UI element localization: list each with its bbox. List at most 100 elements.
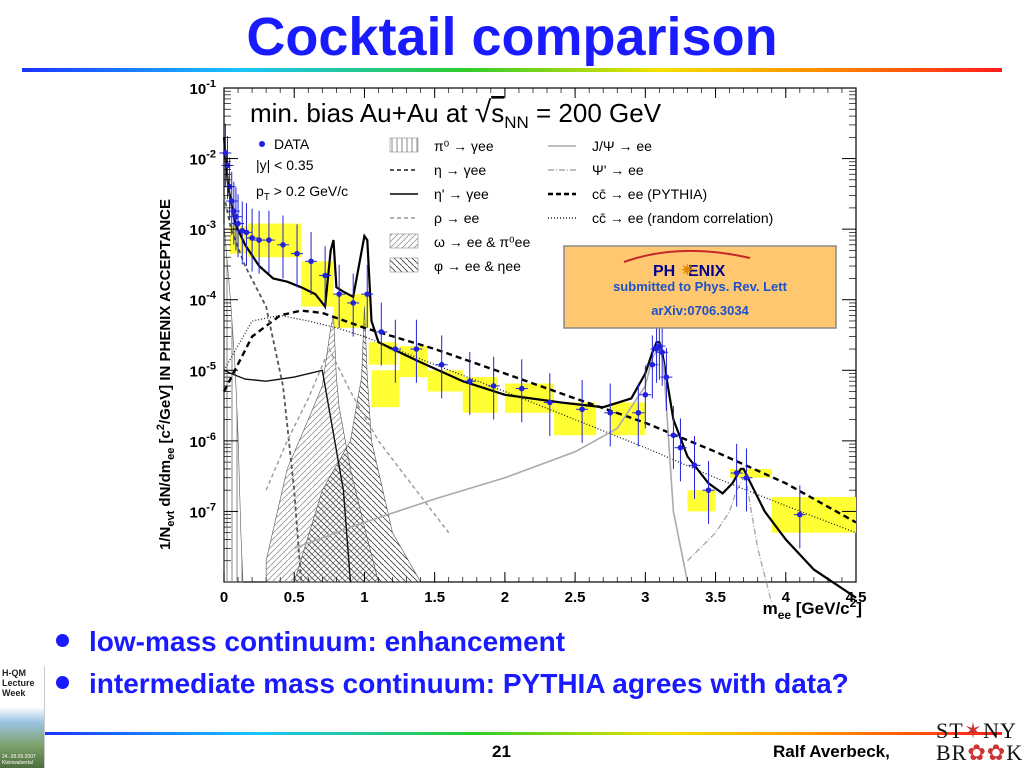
data-point — [336, 291, 342, 297]
bullet-text: low-mass continuum: enhancement — [89, 626, 566, 657]
author-name: Ralf Averbeck, — [773, 742, 890, 761]
legend-label: η → γee — [434, 162, 486, 178]
logo-ring-icon: ✿✿ — [967, 740, 1007, 765]
y-tick-label: 10-3 — [190, 219, 216, 239]
legend-label: Ψ' → ee — [592, 162, 644, 178]
phenix-arxiv-text: arXiv:0706.3034 — [651, 303, 749, 318]
y-tick-label: 10-5 — [190, 360, 216, 380]
series-line--ee — [223, 195, 303, 583]
data-point — [364, 291, 371, 297]
x-tick-label: 1 — [360, 589, 368, 606]
stony-brook-logo: ST✶NY BR✿✿K — [930, 718, 1024, 768]
phenix-logo-text-left: PH — [653, 263, 675, 280]
systematic-error-box — [368, 342, 397, 365]
x-tick-label: 0.5 — [284, 589, 305, 606]
data-point — [392, 346, 399, 352]
data-point — [413, 346, 420, 352]
data-point — [663, 374, 670, 380]
data-point — [705, 487, 712, 493]
logo-text-k: K — [1006, 740, 1024, 765]
data-point — [266, 237, 272, 243]
data-point — [308, 258, 314, 265]
series-line--ee — [687, 476, 773, 604]
systematic-error-box — [427, 370, 463, 392]
phenix-star-icon: ✷ — [681, 262, 694, 279]
y-tick-label: 10-7 — [190, 501, 216, 521]
legend-label: ρ → ee — [434, 210, 480, 226]
x-tick-label: 2 — [501, 589, 509, 606]
phenix-arc-icon — [623, 249, 751, 263]
legend-label: J/Ψ → ee — [592, 138, 652, 154]
legend-label: φ → ee & ηee — [434, 258, 521, 274]
x-tick-label: 3 — [641, 589, 649, 606]
rapidity-cut: |y| < 0.35 — [256, 157, 314, 173]
data-point — [280, 241, 286, 248]
data-point — [249, 235, 255, 241]
phi-band — [293, 306, 422, 583]
data-point — [635, 409, 642, 416]
data-point — [378, 329, 385, 335]
series-line--ee — [265, 347, 450, 534]
phenix-logo-text-right: ENIX — [688, 263, 726, 280]
y-axis-label: 1/Nevt dN/dmee [c2/GeV] IN PHENIX ACCEPT… — [155, 199, 177, 550]
systematic-error-box — [771, 497, 856, 533]
badge-dates: 24.-28.09.2007 Kleinwalsertal — [2, 754, 36, 766]
logo-text-st: ST — [936, 718, 964, 743]
data-point — [579, 406, 585, 413]
logo-text-br: BR — [936, 740, 968, 765]
data-point — [231, 208, 237, 214]
x-tick-label: 4.5 — [846, 589, 867, 606]
y-tick-label: 10-6 — [190, 431, 216, 451]
x-axis-label: mee [GeV/c2] — [763, 596, 862, 620]
data-point — [256, 237, 262, 243]
bullet-dot-icon — [56, 676, 69, 690]
bullet-item: low-mass continuum: enhancement — [56, 626, 565, 658]
data-point — [490, 383, 497, 389]
series-line-j-ee — [293, 343, 689, 583]
y-tick-label: 10-4 — [190, 290, 217, 310]
x-tick-label: 1.5 — [424, 589, 445, 606]
y-tick-label: 10-1 — [190, 80, 216, 98]
systematic-error-box — [729, 468, 772, 478]
data-legend-marker — [259, 141, 265, 147]
data-point — [466, 378, 473, 385]
data-point — [350, 300, 357, 306]
systematic-error-box — [554, 402, 597, 436]
phenix-submitted-text: submitted to Phys. Rev. Lett — [613, 279, 788, 294]
data-point — [607, 409, 614, 416]
data-point — [797, 511, 803, 518]
logo-text-ny: NY — [983, 718, 1017, 743]
bottom-rainbow-rule — [44, 732, 1002, 735]
phenix-info-box: PH ENIX ✷ submitted to Phys. Rev. Lett a… — [563, 245, 837, 329]
x-tick-label: 3.5 — [705, 589, 726, 606]
data-point — [438, 361, 445, 368]
legend-swatch — [389, 233, 419, 249]
hqm-lecture-week-badge: H-QM Lecture Week 24.-28.09.2007 Kleinwa… — [0, 666, 45, 768]
x-tick-label: 2.5 — [565, 589, 586, 606]
slide-title: Cocktail comparison — [246, 7, 778, 67]
chart-title: min. bias Au+Au at √sNN = 200 GeV — [250, 96, 662, 132]
series-line-total — [222, 137, 857, 599]
data-point — [649, 361, 656, 368]
data-point — [222, 150, 229, 156]
legend-label: η' → γee — [434, 186, 489, 202]
data-point — [228, 198, 235, 204]
x-tick-label: 4 — [782, 589, 791, 606]
data-point — [733, 470, 740, 476]
cocktail-chart: 0 0.5 1 1.5 2 2.5 3 3.5 4 4.5 10-1 10-2 10-3 10-4 10-5… — [155, 80, 867, 620]
data-point — [547, 399, 553, 406]
data-point — [677, 444, 684, 451]
legend-swatch — [389, 257, 419, 273]
badge-title: H-QM Lecture Week — [2, 668, 35, 698]
x-tick-label: 0 — [220, 589, 228, 606]
series-line--ee — [223, 369, 352, 583]
page-number: 21 — [492, 742, 511, 761]
legend-label: ω → ee & π⁰ee — [434, 234, 530, 250]
data-legend-label: DATA — [274, 136, 310, 152]
data-point — [642, 391, 649, 398]
bullet-item: intermediate mass continuum: PYTHIA agre… — [56, 668, 849, 700]
pt-cut: pT > 0.2 GeV/c — [256, 183, 348, 203]
top-rainbow-rule — [22, 68, 1002, 72]
legend-swatch — [389, 137, 419, 153]
data-point — [659, 349, 665, 356]
